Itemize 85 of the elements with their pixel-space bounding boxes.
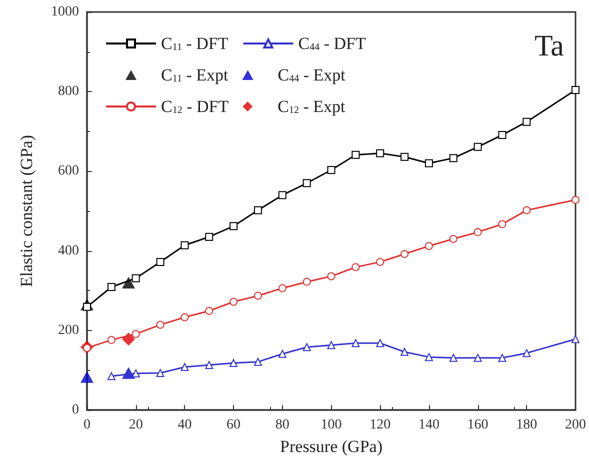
point xyxy=(254,292,262,300)
point xyxy=(278,191,286,200)
point xyxy=(449,234,458,243)
x-tick-label: 140 xyxy=(418,418,440,432)
x-tick-label: 200 xyxy=(565,418,586,432)
point xyxy=(498,130,506,139)
point xyxy=(352,150,360,159)
x-tick-label: 100 xyxy=(320,418,342,432)
point xyxy=(230,222,238,230)
point xyxy=(230,298,238,306)
point xyxy=(522,206,531,214)
point xyxy=(132,330,140,338)
y-tick-label: 800 xyxy=(58,84,79,100)
point xyxy=(156,368,164,377)
point xyxy=(522,118,531,126)
x-tick-label: 60 xyxy=(226,418,241,432)
point xyxy=(107,372,116,380)
point xyxy=(498,354,506,362)
point xyxy=(498,220,506,228)
point xyxy=(474,354,482,362)
point xyxy=(352,339,360,348)
point xyxy=(122,276,136,288)
point xyxy=(424,353,433,362)
point xyxy=(400,250,409,258)
legend-label: C44 - Expt xyxy=(278,66,346,84)
point xyxy=(400,152,409,161)
point xyxy=(302,179,311,188)
point xyxy=(230,359,238,368)
y-tick-label: 400 xyxy=(58,243,79,258)
legend-label: C12 - Expt xyxy=(278,97,346,116)
point xyxy=(180,313,189,322)
y-tick-label: 200 xyxy=(58,322,79,338)
point xyxy=(352,263,360,272)
x-tick-label: 40 xyxy=(178,418,192,432)
point xyxy=(522,349,531,358)
x-tick-label: 180 xyxy=(516,418,538,432)
point xyxy=(254,358,262,366)
point xyxy=(278,284,286,292)
point xyxy=(180,241,189,250)
x-tick-label: 160 xyxy=(467,418,488,432)
point xyxy=(572,196,580,204)
point xyxy=(132,369,140,378)
point xyxy=(572,335,580,344)
point xyxy=(132,274,140,282)
point xyxy=(376,258,384,266)
x-tick-label: 20 xyxy=(128,418,143,432)
point xyxy=(572,86,580,94)
point xyxy=(254,206,262,214)
point xyxy=(327,341,336,350)
point xyxy=(302,278,311,286)
point xyxy=(327,166,336,174)
point xyxy=(205,361,214,370)
point xyxy=(156,320,164,329)
x-tick-label: 0 xyxy=(84,418,90,432)
y-axis-title: Elastic constant (GPa) xyxy=(17,134,36,288)
x-tick-label: 80 xyxy=(275,418,290,432)
y-tick-label: 0 xyxy=(72,402,79,418)
point xyxy=(107,283,116,292)
point xyxy=(327,272,336,280)
y-tick-label: 600 xyxy=(58,164,79,179)
x-axis-title: Pressure (GPa) xyxy=(280,437,382,456)
point xyxy=(449,354,458,362)
point xyxy=(424,159,433,168)
point xyxy=(205,306,214,315)
point xyxy=(180,363,189,372)
point xyxy=(156,258,164,266)
point xyxy=(107,336,116,344)
point xyxy=(80,371,94,383)
point xyxy=(278,350,286,358)
point xyxy=(400,348,409,356)
legend-label: C11 - DFT xyxy=(161,34,229,53)
point xyxy=(449,154,458,162)
x-tick-label: 120 xyxy=(370,418,391,432)
point xyxy=(376,339,384,348)
point xyxy=(474,142,482,151)
legend-label: C12 - DFT xyxy=(161,97,230,116)
legend-label: C11 - Expt xyxy=(161,66,229,84)
y-tick-label: 1000 xyxy=(51,4,79,20)
point xyxy=(474,228,482,236)
annotation: Ta xyxy=(534,30,564,62)
point xyxy=(376,149,384,158)
point xyxy=(205,232,214,241)
legend-label: C44 - DFT xyxy=(298,34,366,53)
point xyxy=(424,242,433,250)
point xyxy=(302,343,311,352)
